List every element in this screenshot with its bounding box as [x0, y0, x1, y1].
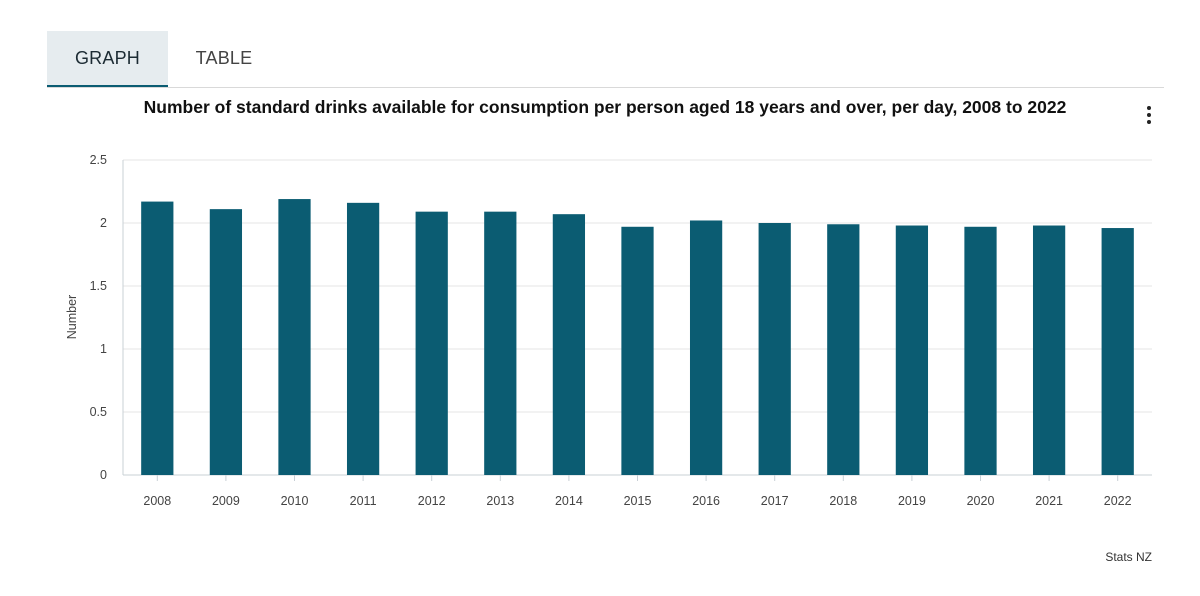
x-tick-label: 2015	[624, 494, 652, 508]
bar-2008[interactable]	[141, 202, 173, 475]
bar-2009[interactable]	[210, 209, 242, 475]
x-tick-label: 2008	[143, 494, 171, 508]
x-tick-label: 2012	[418, 494, 446, 508]
x-tick-label: 2014	[555, 494, 583, 508]
bar-2012[interactable]	[416, 212, 448, 475]
y-tick-label: 0.5	[90, 405, 107, 419]
x-tick-label: 2017	[761, 494, 789, 508]
bar-2015[interactable]	[621, 227, 653, 475]
y-tick-label: 1.5	[90, 279, 107, 293]
y-tick-label: 1	[100, 342, 107, 356]
bar-2020[interactable]	[964, 227, 996, 475]
x-tick-label: 2013	[486, 494, 514, 508]
bar-2021[interactable]	[1033, 226, 1065, 475]
x-tick-label: 2019	[898, 494, 926, 508]
y-tick-label: 2	[100, 216, 107, 230]
y-tick-label: 0	[100, 468, 107, 482]
bar-2022[interactable]	[1102, 228, 1134, 475]
bar-2017[interactable]	[759, 223, 791, 475]
y-axis-label: Number	[65, 295, 79, 339]
bar-2011[interactable]	[347, 203, 379, 475]
bar-chart: 0 0.5 1 1.5 2 2.5 2008 2009 2010 2011 2012 2013 2014…	[0, 0, 1200, 596]
x-tick-label: 2016	[692, 494, 720, 508]
source-credit: Stats NZ	[1060, 550, 1152, 564]
x-tick-label: 2020	[967, 494, 995, 508]
bar-2013[interactable]	[484, 212, 516, 475]
x-tick-label: 2011	[350, 494, 377, 508]
bar-2018[interactable]	[827, 224, 859, 475]
bar-2010[interactable]	[278, 199, 310, 475]
x-tick-label: 2018	[829, 494, 857, 508]
x-tick-label: 2021	[1035, 494, 1063, 508]
bar-2016[interactable]	[690, 220, 722, 475]
bar-2014[interactable]	[553, 214, 585, 475]
x-tick-label: 2022	[1104, 494, 1132, 508]
x-tick-label: 2010	[281, 494, 309, 508]
x-tick-label: 2009	[212, 494, 240, 508]
bar-2019[interactable]	[896, 226, 928, 475]
y-tick-label: 2.5	[90, 153, 107, 167]
